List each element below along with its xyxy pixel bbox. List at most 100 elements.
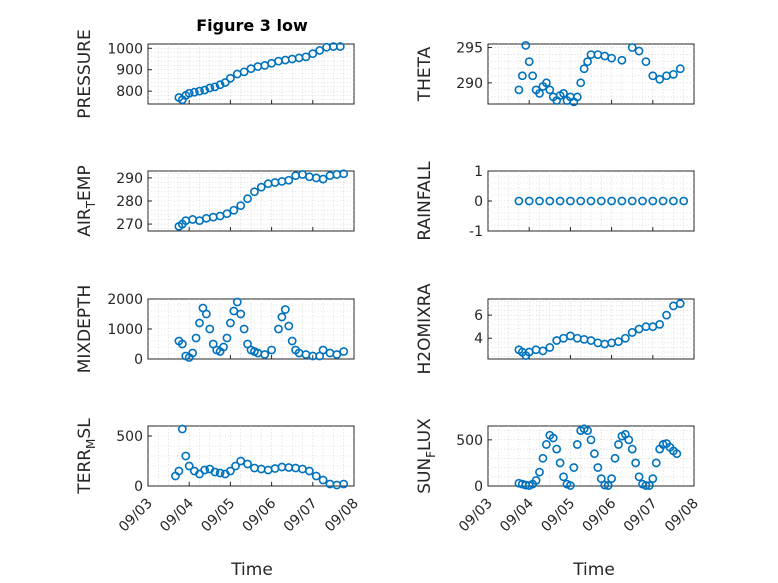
data-point bbox=[541, 440, 551, 449]
subplot-2: 290 295 THETA bbox=[415, 41, 695, 107]
data-point bbox=[220, 78, 230, 87]
data-point bbox=[596, 474, 606, 484]
data-point bbox=[205, 324, 215, 334]
data-point bbox=[219, 342, 228, 352]
y-axis-label-1: PRESSURE bbox=[75, 29, 95, 118]
data-point bbox=[250, 187, 259, 197]
series-markers bbox=[174, 42, 345, 105]
y-axis-label-8: SUNFLUX bbox=[415, 418, 438, 494]
data-point bbox=[225, 318, 235, 328]
data-point bbox=[280, 305, 290, 314]
y-tick-label: 0 bbox=[134, 352, 143, 368]
subplot-3: 270 280 290 AIRTEMP bbox=[75, 165, 355, 237]
data-point bbox=[521, 41, 531, 50]
data-point bbox=[555, 196, 565, 206]
y-tick-label: 0 bbox=[474, 479, 483, 495]
data-point bbox=[188, 348, 198, 358]
data-point bbox=[195, 318, 204, 328]
data-point bbox=[627, 196, 637, 206]
data-point bbox=[669, 69, 678, 79]
subplot-6: 4 6 H2OMIXRA bbox=[415, 283, 695, 375]
data-point bbox=[524, 196, 534, 206]
data-point bbox=[607, 474, 616, 484]
data-point bbox=[679, 196, 689, 206]
data-point bbox=[541, 78, 551, 88]
y-tick-label: 0 bbox=[474, 194, 483, 210]
x-tick-label: 09/03 bbox=[456, 496, 496, 536]
data-point bbox=[641, 481, 651, 490]
y-tick-label: 270 bbox=[116, 217, 143, 233]
data-point bbox=[535, 196, 544, 206]
data-point bbox=[641, 57, 651, 67]
data-point bbox=[617, 196, 627, 206]
data-point bbox=[545, 343, 555, 352]
data-point bbox=[177, 424, 187, 434]
data-point bbox=[631, 458, 641, 468]
data-point bbox=[648, 196, 658, 206]
data-point bbox=[572, 92, 582, 102]
figure-title: Figure 3 low bbox=[196, 16, 308, 35]
data-point bbox=[576, 78, 586, 88]
data-point bbox=[624, 435, 634, 445]
data-point bbox=[222, 209, 232, 219]
y-axis-label-6: H2OMIXRA bbox=[415, 283, 435, 374]
data-point bbox=[603, 481, 613, 490]
data-point bbox=[225, 466, 235, 476]
data-point bbox=[236, 201, 246, 211]
y-tick-label: 2000 bbox=[107, 292, 143, 308]
data-point bbox=[545, 85, 555, 95]
data-point bbox=[243, 459, 252, 469]
data-point bbox=[658, 196, 668, 206]
data-point bbox=[311, 471, 321, 481]
data-point bbox=[177, 339, 187, 349]
data-point bbox=[614, 440, 623, 449]
y-axis-label-2: THETA bbox=[415, 46, 435, 102]
data-point bbox=[579, 64, 589, 74]
y-axis-label-7: TERRMSL bbox=[75, 418, 98, 495]
data-point bbox=[548, 433, 558, 443]
data-point bbox=[638, 196, 647, 206]
data-point bbox=[614, 337, 623, 347]
data-point bbox=[566, 196, 575, 206]
data-point bbox=[655, 319, 665, 329]
data-point bbox=[174, 466, 184, 476]
data-point bbox=[308, 49, 318, 59]
data-point bbox=[335, 42, 345, 51]
data-point bbox=[535, 89, 544, 98]
series-markers bbox=[514, 41, 685, 107]
data-point bbox=[572, 440, 582, 449]
data-point bbox=[669, 196, 678, 206]
series-markers bbox=[514, 299, 685, 360]
data-point bbox=[528, 71, 538, 81]
data-point bbox=[184, 88, 194, 98]
y-tick-label: 500 bbox=[456, 433, 483, 449]
data-point bbox=[239, 67, 249, 77]
x-axis-label-right: Time bbox=[572, 560, 615, 580]
data-point bbox=[531, 476, 541, 485]
data-point bbox=[514, 85, 524, 95]
x-tick-label: 09/05 bbox=[198, 496, 238, 536]
x-tick-label: 09/06 bbox=[580, 495, 620, 535]
data-point bbox=[201, 309, 211, 319]
subplot-7: 0 500 09/03 09/04 09/05 09/06 09/07 09/08 TERRMS… bbox=[75, 418, 362, 536]
data-point bbox=[675, 299, 685, 309]
data-point bbox=[339, 479, 349, 489]
data-point bbox=[555, 458, 565, 468]
data-point bbox=[181, 451, 191, 461]
data-point bbox=[586, 435, 596, 445]
data-point bbox=[535, 467, 544, 477]
y-tick-label: 900 bbox=[116, 63, 143, 79]
data-point bbox=[243, 194, 252, 204]
data-point bbox=[538, 346, 548, 356]
y-axis-label-5: MIXDEPTH bbox=[75, 285, 95, 374]
x-tick-label: 09/04 bbox=[157, 495, 197, 535]
data-point bbox=[195, 86, 204, 96]
data-point bbox=[210, 467, 220, 477]
data-point bbox=[517, 71, 527, 81]
data-point bbox=[232, 297, 242, 307]
data-point bbox=[318, 475, 328, 485]
data-point bbox=[260, 350, 270, 359]
data-point bbox=[593, 463, 603, 472]
subplot-8: 0 500 09/03 09/04 09/05 09/06 09/07 09/08 SUNFLU… bbox=[415, 418, 702, 536]
data-point bbox=[607, 196, 616, 206]
